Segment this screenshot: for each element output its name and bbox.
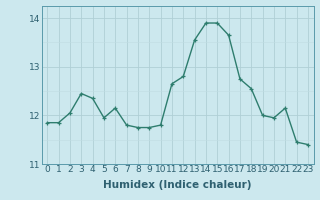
X-axis label: Humidex (Indice chaleur): Humidex (Indice chaleur) <box>103 180 252 190</box>
